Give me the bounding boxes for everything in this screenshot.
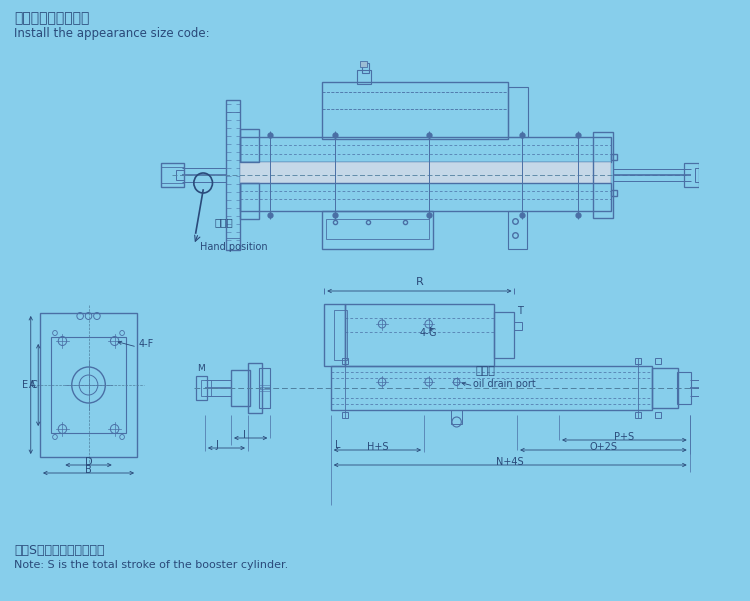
Bar [684, 163, 699, 187]
Text: oil drain port: oil drain port [473, 379, 536, 389]
Bar [736, 376, 749, 400]
Bar [345, 304, 494, 366]
Bar [241, 183, 611, 211]
Text: C: C [31, 380, 38, 390]
Bar [226, 100, 241, 250]
Text: 溢油口: 溢油口 [476, 366, 495, 376]
Text: D: D [85, 457, 92, 467]
Bar [161, 163, 184, 187]
Text: O+2S: O+2S [590, 442, 617, 452]
Bar [322, 211, 434, 249]
Bar [695, 168, 703, 182]
Text: L: L [334, 440, 340, 450]
Text: R: R [416, 277, 423, 287]
Text: A: A [28, 380, 35, 390]
Bar [241, 137, 611, 162]
Text: I: I [243, 430, 245, 440]
Bar [196, 376, 207, 400]
Text: T: T [518, 306, 523, 316]
Text: H+S: H+S [367, 442, 388, 452]
Text: N+4S: N+4S [496, 457, 524, 467]
Text: 安装外观尺寸代码：: 安装外观尺寸代码： [14, 11, 89, 25]
Text: 扳手位: 扳手位 [214, 217, 233, 227]
Bar [652, 368, 679, 408]
Bar [241, 183, 259, 219]
Bar [508, 211, 526, 249]
Text: P+S: P+S [614, 432, 634, 442]
Bar [508, 87, 529, 137]
Bar [451, 410, 462, 424]
Text: M: M [197, 364, 206, 373]
Bar [514, 322, 522, 330]
Text: B: B [86, 465, 92, 475]
Text: 注：S为增压缸的总行程。: 注：S为增压缸的总行程。 [14, 544, 104, 557]
Bar [241, 162, 611, 183]
Text: J: J [216, 440, 218, 450]
Bar [176, 170, 184, 180]
Bar [331, 366, 652, 410]
Bar [334, 310, 346, 360]
Text: E: E [22, 380, 28, 390]
Bar [362, 63, 369, 73]
Text: 4-G: 4-G [419, 328, 436, 338]
Bar [746, 380, 750, 396]
Bar [494, 312, 514, 358]
Text: 4-F: 4-F [139, 339, 154, 349]
Bar [360, 61, 368, 67]
Bar [357, 70, 371, 84]
Bar [241, 129, 259, 162]
Bar [161, 167, 184, 183]
Bar [324, 304, 345, 366]
Text: Hand position: Hand position [200, 242, 268, 252]
Text: Install the appearance size code:: Install the appearance size code: [14, 27, 209, 40]
Bar [248, 363, 262, 413]
Bar [676, 372, 691, 404]
Bar [51, 337, 126, 433]
Bar [592, 132, 613, 218]
Bar [231, 370, 250, 406]
Bar [40, 313, 137, 457]
Text: Note: S is the total stroke of the booster cylinder.: Note: S is the total stroke of the boost… [14, 560, 288, 570]
Bar [322, 82, 508, 139]
Bar [259, 368, 270, 408]
Bar [201, 380, 211, 396]
Bar [326, 219, 429, 239]
